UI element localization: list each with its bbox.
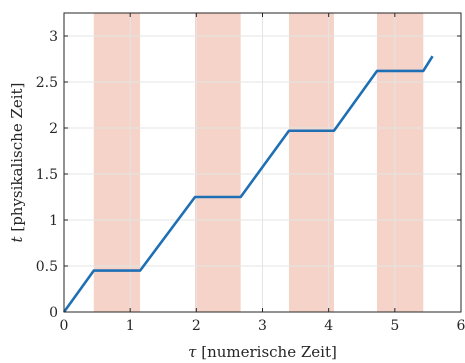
- x-tick-label: 5: [390, 318, 399, 334]
- x-tick-label: 6: [457, 318, 465, 334]
- ticks: 0 1 2 3 4 5 6 0 0.5 1 1.5 2 2.5 3: [36, 13, 465, 334]
- x-tick-label: 4: [324, 318, 333, 334]
- y-axis-text: [physikalische Zeit]: [8, 83, 26, 237]
- series-layer: [62, 55, 434, 313]
- y-tick-label: 1.5: [36, 167, 58, 183]
- y-axis-label: t [physikalische Zeit]: [8, 83, 26, 243]
- series-line-1: [62, 55, 434, 313]
- y-tick-label: 2.5: [36, 75, 58, 91]
- y-tick-label: 3: [49, 29, 58, 45]
- y-axis-symbol: t: [8, 235, 26, 242]
- shaded-interval-4: [376, 13, 424, 312]
- y-tick-label: 2: [49, 121, 58, 137]
- x-axis-label: τ [numerische Zeit]: [188, 343, 337, 361]
- x-tick-label: 0: [60, 318, 69, 334]
- x-tick-label: 3: [258, 318, 267, 334]
- x-tick-label: 2: [192, 318, 201, 334]
- shaded-interval-3: [288, 13, 334, 312]
- y-tick-label: 0: [49, 305, 58, 321]
- shaded-interval-2: [195, 13, 241, 312]
- shaded-interval-1: [93, 13, 141, 312]
- shaded-intervals: [93, 13, 424, 312]
- x-axis-text: [numerische Zeit]: [196, 343, 336, 361]
- x-axis-symbol: τ: [188, 343, 197, 361]
- y-tick-label: 0.5: [36, 259, 58, 275]
- y-tick-label: 1: [49, 213, 58, 229]
- x-tick-label: 1: [126, 318, 135, 334]
